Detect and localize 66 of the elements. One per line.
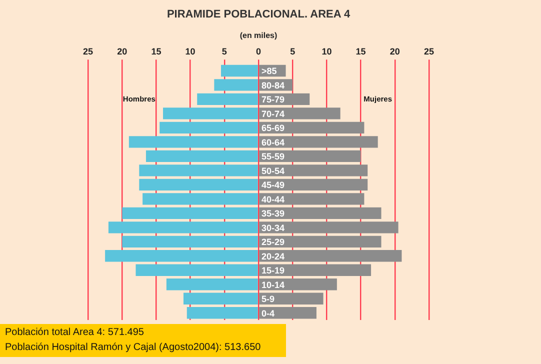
chart-subtitle: (en miles) (240, 31, 278, 40)
y-tick-label: 40-44 (262, 194, 285, 204)
bar (214, 79, 258, 91)
bar (259, 207, 382, 220)
bar (166, 278, 258, 290)
bar (142, 193, 258, 205)
bar (259, 193, 364, 205)
bar (259, 264, 372, 276)
y-tick-label: 30-34 (262, 222, 285, 233)
bar (259, 222, 398, 234)
bar (259, 136, 378, 148)
x-tick-label: 5 (222, 46, 227, 57)
text: Población Hospital Ramón y Cajal (Agosto2004): 513.650 (5, 341, 262, 355)
y-tick-label: 15-19 (262, 266, 285, 276)
y-tick-label: 60-64 (262, 137, 285, 148)
x-tick-label: 0 (256, 46, 262, 57)
x-tick-label: 5 (290, 46, 296, 57)
bar (139, 178, 258, 191)
y-tick-label: 45-49 (262, 180, 285, 190)
x-tick-label: 10 (322, 46, 332, 57)
text: Población total Area 4: 571.495 (5, 326, 145, 340)
y-tick-label: 65-69 (262, 123, 285, 134)
x-tick-label: 25 (424, 46, 434, 57)
bar (259, 178, 368, 191)
bar (259, 164, 368, 176)
bar (197, 93, 258, 106)
bar (160, 122, 258, 134)
bar (122, 207, 258, 220)
y-tick-label: 35-39 (262, 208, 285, 219)
bar (105, 250, 258, 262)
bar (122, 236, 258, 248)
bar (259, 307, 316, 319)
x-tick-label: 10 (185, 46, 196, 57)
bar (146, 150, 258, 162)
x-tick-label: 15 (151, 46, 162, 57)
bar (259, 122, 364, 134)
bar (259, 292, 324, 304)
x-tick-label: 15 (356, 46, 366, 57)
y-tick-label: 5-9 (262, 294, 275, 304)
x-tick-label: 25 (82, 46, 94, 57)
bar (139, 164, 258, 176)
bar (163, 108, 258, 120)
bar (259, 150, 361, 162)
bar (259, 278, 337, 290)
y-tick-label: 0-4 (262, 308, 275, 318)
bar (220, 64, 258, 77)
y-tick-label: 55-59 (262, 152, 285, 162)
y-tick-label: 20-24 (262, 251, 285, 262)
y-tick-label: 80-84 (262, 80, 285, 90)
bar (259, 108, 340, 120)
bar (108, 222, 258, 234)
bar (136, 264, 258, 276)
y-tick-label: 25-29 (262, 237, 285, 248)
y-tick-label: 75-79 (262, 94, 285, 105)
chart-title: PIRAMIDE POBLACIONAL. AREA 4 (166, 8, 351, 21)
bar (186, 307, 258, 319)
y-tick-label: 10-14 (262, 280, 285, 290)
bar (259, 236, 382, 248)
x-tick-label: 20 (390, 46, 400, 57)
bar (128, 136, 258, 148)
bar (259, 250, 402, 262)
y-tick-label: 50-54 (262, 166, 285, 176)
x-tick-label: 20 (117, 46, 128, 57)
y-tick-label: >85 (262, 66, 277, 76)
y-tick-label: 70-74 (262, 108, 285, 119)
bar (183, 292, 258, 304)
